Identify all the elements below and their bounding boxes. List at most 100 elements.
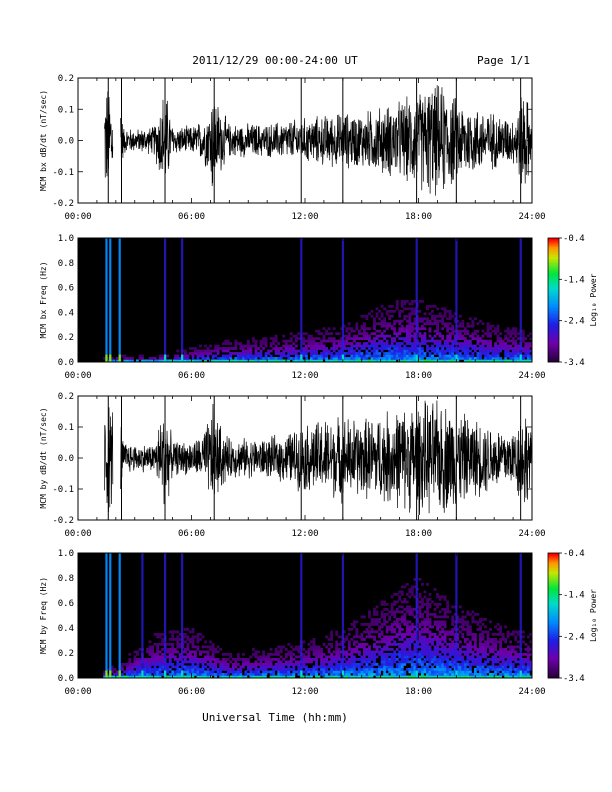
by-spectrogram-cell: [196, 645, 200, 649]
by-spectrogram-cell: [410, 663, 414, 666]
bx-spectrogram-cell: [380, 349, 384, 353]
by-spectrogram-cell: [524, 673, 528, 676]
by-spectrogram-cell: [130, 670, 134, 674]
by-spectrogram-ytick-label: 0.6: [58, 599, 74, 609]
bx-spectrogram-cell: [206, 354, 210, 358]
bx-spectrogram-cell: [408, 357, 412, 360]
bx-spectrogram-ytick-label: 0.4: [58, 308, 74, 318]
by-spectrogram-cell: [277, 670, 281, 674]
by-spectrogram-cell: [310, 673, 313, 676]
by-spectrogram-cell: [221, 660, 225, 664]
by-spectrogram-cell: [330, 668, 334, 671]
by-spectrogram-cell: [456, 650, 460, 654]
by-spectrogram-cell: [408, 653, 412, 656]
bx-spectrogram-cell: [289, 349, 293, 353]
bx-spectrogram-cell: [347, 347, 351, 350]
by-spectrogram-cell: [421, 603, 424, 606]
by-spectrogram-cell: [373, 658, 376, 661]
by-spectrogram-cell: [388, 638, 392, 641]
by-spectrogram-cell: [368, 615, 371, 619]
by-spectrogram-cell: [320, 653, 323, 656]
by-spectrogram-cell: [186, 635, 190, 639]
by-spectrogram-cell: [156, 660, 160, 664]
by-spectrogram-cell: [448, 645, 452, 649]
by-spectrogram-cell: [463, 668, 467, 671]
by-spectrogram-cell: [405, 600, 409, 604]
by-spectrogram-cell: [317, 655, 321, 659]
by-spectrogram-cell: [476, 628, 480, 631]
by-spectrogram-cell: [476, 620, 480, 624]
bx-spectrogram-cell: [405, 354, 409, 358]
bx-spectrogram-cell: [373, 352, 376, 355]
bx-spectrogram-cell: [418, 319, 422, 323]
bx-spectrogram-cell: [350, 352, 354, 355]
bx-spectrogram-cell: [408, 327, 412, 331]
bx-spectrogram-cell: [448, 314, 452, 318]
by-spectrogram-cell: [297, 673, 301, 676]
by-spectrogram-cell: [398, 665, 402, 669]
bx-spectrogram-cell: [421, 339, 424, 343]
by-spectrogram-cell: [448, 670, 452, 674]
bx-spectrogram-cell: [514, 352, 518, 355]
by-spectrogram-cell: [383, 660, 387, 664]
bx-spectrogram-cell: [221, 349, 225, 353]
by-spectrogram-cell: [322, 663, 326, 666]
bx-spectrogram-cell: [380, 324, 384, 328]
by-spectrogram-cell: [262, 650, 265, 654]
by-spectrogram-cell: [345, 673, 349, 676]
by-spectrogram-cell: [231, 668, 235, 671]
by-spectrogram-cell: [451, 618, 455, 621]
by-spectrogram-cell: [421, 645, 424, 649]
bx-spectrogram-cell: [393, 329, 397, 333]
by-spectrogram-cell: [484, 673, 487, 676]
by-spectrogram-cell: [509, 673, 513, 676]
by-spectrogram-cell: [468, 668, 472, 671]
by-spectrogram-cell: [398, 625, 402, 629]
bx-spectrogram-cell: [262, 347, 265, 350]
by-spectrogram-cell: [340, 665, 344, 669]
bx-spectrogram-cell: [267, 349, 270, 353]
by-spectrogram-cell: [186, 660, 190, 664]
by-spectrogram-cell: [239, 668, 243, 671]
bx-spectrogram-cell: [284, 349, 288, 353]
bx-spectrogram-xtick-label: 06:00: [178, 371, 205, 381]
bx-spectrogram-colorbar-step: [548, 314, 559, 317]
bx-spectrogram-cell: [499, 357, 503, 360]
bx-spectrogram-cell: [395, 357, 399, 360]
by-spectrogram-cell: [153, 668, 157, 671]
by-spectrogram-cell: [453, 633, 457, 636]
by-spectrogram-cell: [194, 655, 197, 659]
bx-spectrogram-cell: [496, 354, 500, 358]
by-spectrogram-cell: [395, 665, 399, 669]
by-spectrogram-cell: [448, 638, 452, 641]
by-spectrogram-cell: [355, 640, 359, 644]
by-spectrogram-cell: [388, 675, 392, 679]
bx-spectrogram-cell: [504, 344, 508, 348]
by-spectrogram-colorbar-step: [548, 607, 559, 610]
bx-spectrogram-colorbar-step: [548, 316, 559, 319]
by-spectrogram-cell: [292, 663, 296, 666]
by-spectrogram-cell: [211, 668, 215, 671]
bx-spectrogram-cell: [310, 357, 313, 360]
by-spectrogram-colorbar-step: [548, 632, 559, 635]
bx-spectrogram-cell: [375, 307, 379, 311]
by-spectrogram-cell: [509, 648, 513, 651]
bx-spectrogram-cell: [393, 322, 397, 326]
bx-spectrogram-colorbar-step: [548, 248, 559, 251]
bx-dbdt-ytick-label: -0.2: [52, 199, 74, 209]
by-spectrogram-cell: [196, 660, 200, 664]
by-spectrogram-cell: [451, 630, 455, 634]
by-spectrogram-cell: [297, 665, 301, 669]
by-spectrogram-cell: [514, 670, 518, 674]
by-spectrogram-colorbar-tick-label: -1.4: [563, 591, 585, 601]
bx-spectrogram-colorbar-tick-label: -1.4: [563, 275, 585, 285]
by-spectrogram-cell: [506, 663, 510, 666]
by-spectrogram-cell: [421, 598, 424, 601]
by-spectrogram-cell: [325, 668, 328, 671]
by-spectrogram-cell: [456, 615, 460, 619]
bx-spectrogram-cell: [413, 339, 417, 343]
by-spectrogram-cell: [383, 653, 387, 656]
by-spectrogram-cell: [395, 593, 399, 596]
by-spectrogram-cell: [410, 673, 414, 676]
bx-spectrogram-cell: [499, 332, 503, 336]
